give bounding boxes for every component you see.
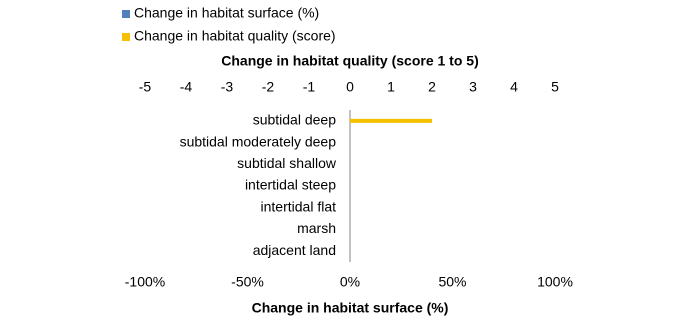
x2-tick-label: 4 [510, 79, 518, 95]
x-tick-label: -50% [231, 274, 264, 290]
bar [350, 118, 432, 123]
x2-tick-label: -5 [139, 79, 152, 95]
y-tick-label: subtidal moderately deep [180, 133, 337, 149]
x-tick-label: -100% [125, 274, 165, 290]
x2-tick-label: -3 [221, 79, 234, 95]
x2-tick-label: 2 [428, 79, 436, 95]
x-tick-label: 100% [537, 274, 573, 290]
y-tick-label: intertidal steep [245, 177, 336, 193]
y-tick-label: adjacent land [253, 242, 336, 258]
legend-label: Change in habitat quality (score) [134, 28, 336, 44]
x2-tick-label: -1 [303, 79, 316, 95]
x2-tick-label: -2 [262, 79, 275, 95]
x-axis-title: Change in habitat surface (%) [252, 300, 449, 316]
legend-swatch [122, 10, 130, 18]
y-tick-label: subtidal deep [253, 112, 337, 128]
x2-tick-label: 0 [346, 79, 354, 95]
y-tick-label: intertidal flat [261, 198, 337, 214]
legend-label: Change in habitat surface (%) [134, 5, 319, 21]
y-tick-label: marsh [297, 220, 336, 236]
x2-tick-label: 5 [551, 79, 559, 95]
x-tick-label: 0% [340, 274, 360, 290]
x2-tick-label: 3 [469, 79, 477, 95]
x-tick-label: 50% [438, 274, 466, 290]
y-tick-label: subtidal shallow [237, 155, 337, 171]
x2-tick-label: -4 [180, 79, 193, 95]
x2-axis-title: Change in habitat quality (score 1 to 5) [221, 53, 478, 69]
legend-swatch [122, 33, 130, 41]
x2-tick-label: 1 [387, 79, 395, 95]
